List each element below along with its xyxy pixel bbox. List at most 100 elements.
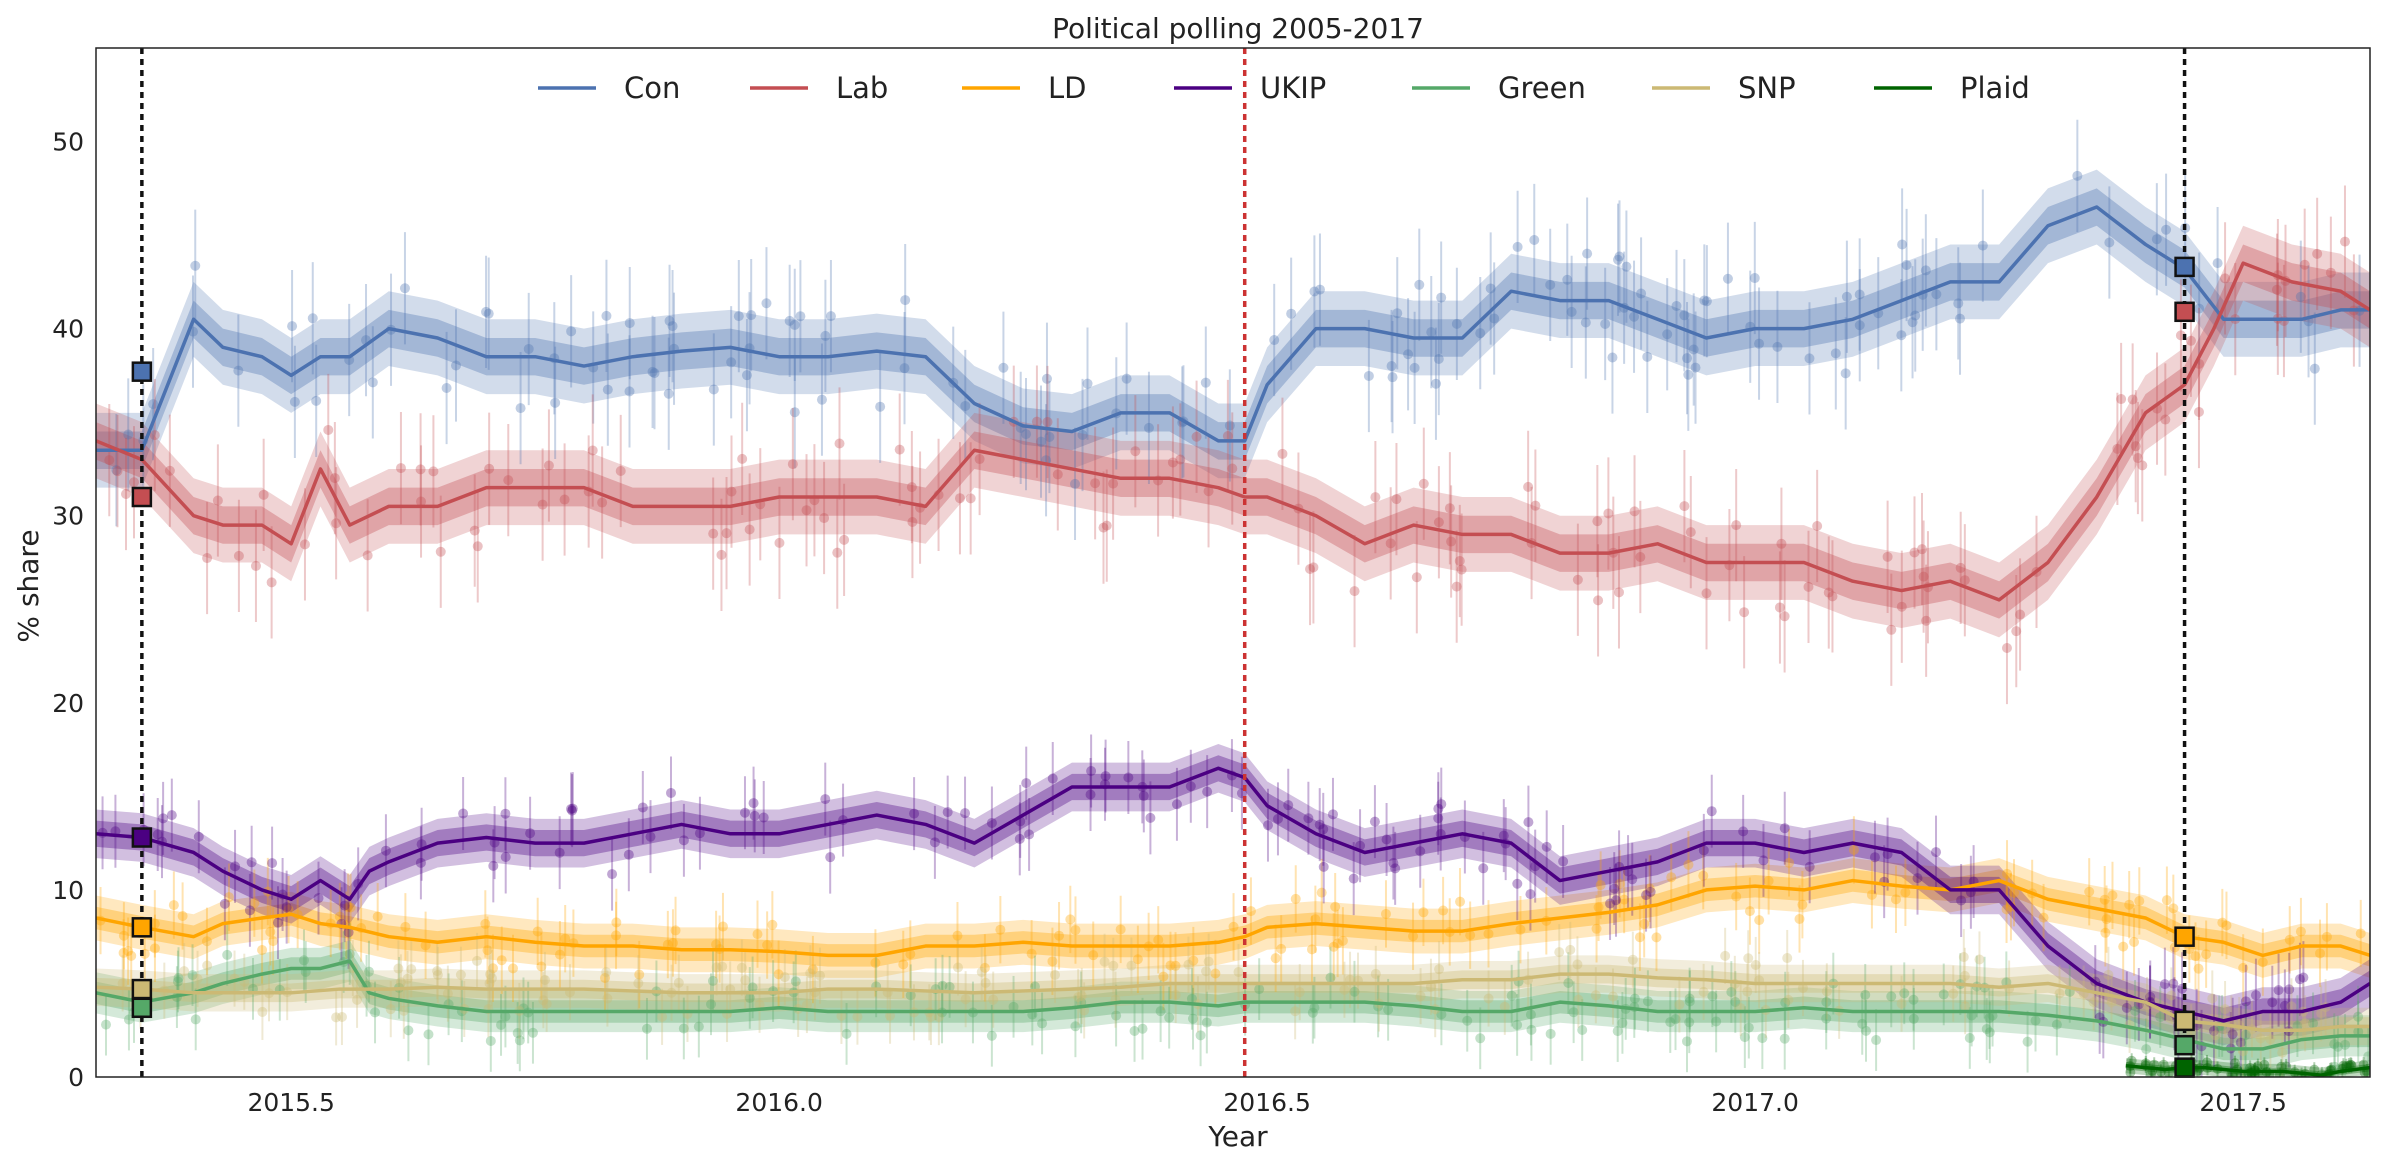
poll-point-con xyxy=(1144,423,1154,433)
election-marker-snp-1 xyxy=(2176,1012,2194,1030)
poll-point-snp xyxy=(1554,947,1564,957)
poll-point-snp xyxy=(633,978,643,988)
poll-point-con xyxy=(2104,238,2114,248)
poll-point-green xyxy=(299,955,309,965)
y-tick-label: 30 xyxy=(52,502,84,531)
poll-point-lab xyxy=(2002,643,2012,653)
poll-point-ld xyxy=(952,931,962,941)
poll-point-lab xyxy=(788,459,798,469)
poll-point-lab xyxy=(251,561,261,571)
poll-point-green xyxy=(791,976,801,986)
poll-point-ukip xyxy=(749,798,759,808)
poll-point-snp xyxy=(331,1012,341,1022)
x-tick-label: 2015.5 xyxy=(247,1088,334,1117)
poll-point-lab xyxy=(2326,268,2336,278)
legend-item-plaid: Plaid xyxy=(1874,71,2030,105)
poll-point-con xyxy=(1955,314,1965,324)
poll-point-ld xyxy=(2118,942,2128,952)
poll-point-ukip xyxy=(220,899,230,909)
poll-point-snp xyxy=(961,994,971,1004)
poll-point-ukip xyxy=(1024,829,1034,839)
y-tick-label: 50 xyxy=(52,128,84,157)
poll-point-snp xyxy=(1974,954,1984,964)
poll-point-lab xyxy=(832,548,842,558)
poll-point-lab xyxy=(727,487,737,497)
y-tick-label: 40 xyxy=(52,315,84,344)
poll-point-lab xyxy=(1776,539,1786,549)
poll-point-lab xyxy=(1827,591,1837,601)
poll-point-con xyxy=(1953,298,1963,308)
poll-point-lab xyxy=(2194,407,2204,417)
poll-point-snp xyxy=(1073,992,1083,1002)
poll-point-con xyxy=(287,321,297,331)
poll-point-ld xyxy=(1276,944,1286,954)
poll-point-snp xyxy=(1290,1006,1300,1016)
poll-point-green xyxy=(1569,1007,1579,1017)
legend-label-snp: SNP xyxy=(1738,71,1796,105)
poll-point-con xyxy=(790,320,800,330)
legend-item-con: Con xyxy=(538,71,680,105)
poll-point-green xyxy=(1308,1008,1318,1018)
poll-point-con xyxy=(761,298,771,308)
poll-point-snp xyxy=(2300,1018,2310,1028)
poll-point-snp xyxy=(926,1012,936,1022)
poll-point-green xyxy=(1909,1014,1919,1024)
poll-point-snp xyxy=(396,977,406,987)
poll-point-ld xyxy=(1596,880,1606,890)
poll-point-con xyxy=(1642,352,1652,362)
poll-point-ld xyxy=(1271,953,1281,963)
poll-point-con xyxy=(566,326,576,336)
poll-point-green xyxy=(1965,1033,1975,1043)
poll-point-lab xyxy=(839,535,849,545)
poll-point-con xyxy=(451,360,461,370)
poll-point-con xyxy=(1513,242,1523,252)
poll-point-lab xyxy=(1090,478,1100,488)
poll-point-snp xyxy=(2089,997,2099,1007)
poll-point-green xyxy=(2155,1012,2165,1022)
poll-point-con xyxy=(1414,280,1424,290)
poll-point-ukip xyxy=(987,818,997,828)
poll-point-con xyxy=(734,311,744,321)
poll-point-snp xyxy=(1565,945,1575,955)
poll-point-plaid xyxy=(2259,1060,2269,1070)
poll-point-snp xyxy=(1591,990,1601,1000)
poll-point-lab xyxy=(907,517,917,527)
poll-point-green xyxy=(1871,1035,1881,1045)
poll-point-ukip xyxy=(1542,842,1552,852)
poll-point-ukip xyxy=(1627,874,1637,884)
poll-point-snp xyxy=(1822,986,1832,996)
poll-point-ukip xyxy=(1303,813,1313,823)
poll-point-ld xyxy=(1116,924,1126,934)
poll-point-ukip xyxy=(1086,766,1096,776)
poll-point-ld xyxy=(2102,914,2112,924)
poll-point-ld xyxy=(2296,927,2306,937)
poll-point-ld xyxy=(2129,937,2139,947)
poll-point-con xyxy=(746,310,756,320)
x-tick-label: 2016.0 xyxy=(735,1088,822,1117)
poll-point-con xyxy=(148,399,158,409)
poll-point-ukip xyxy=(381,846,391,856)
poll-point-ld xyxy=(257,945,267,955)
poll-point-green xyxy=(1156,1006,1166,1016)
poll-point-lab xyxy=(835,439,845,449)
poll-point-lab xyxy=(2220,273,2230,283)
poll-point-con xyxy=(1679,310,1689,320)
poll-point-lab xyxy=(202,553,212,563)
poll-point-ld xyxy=(2124,900,2134,910)
poll-point-green xyxy=(1780,1034,1790,1044)
poll-point-green xyxy=(370,1007,380,1017)
poll-point-lab xyxy=(1098,523,1108,533)
chart-container: 2015.5 2016.0 2016.5 2017.0 2017.5 0 10 20 30 40 5… xyxy=(0,0,2400,1170)
poll-point-ukip xyxy=(314,893,324,903)
poll-point-con xyxy=(625,386,635,396)
poll-point-ukip xyxy=(1870,852,1880,862)
poll-point-con xyxy=(1702,296,1712,306)
poll-point-lab xyxy=(1731,520,1741,530)
y-axis-title: % share xyxy=(12,529,45,642)
poll-point-snp xyxy=(953,963,963,973)
poll-point-green xyxy=(101,1020,111,1030)
poll-point-con xyxy=(960,401,970,411)
poll-point-con xyxy=(1804,353,1814,363)
poll-point-lab xyxy=(975,454,985,464)
poll-point-snp xyxy=(2166,990,2176,1000)
